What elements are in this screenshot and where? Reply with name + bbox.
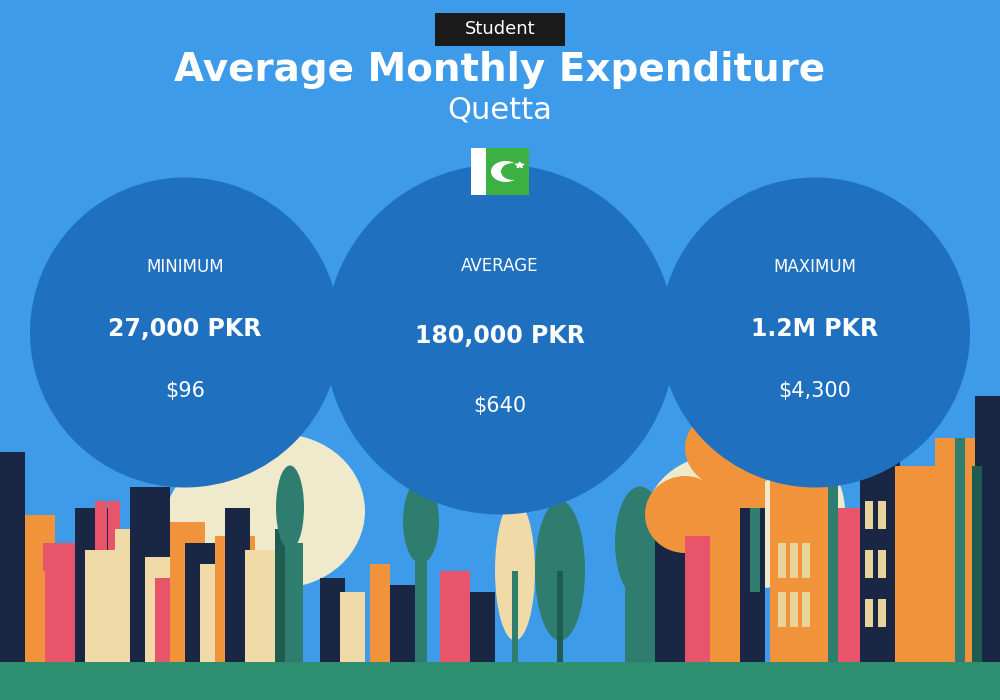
Text: AVERAGE: AVERAGE xyxy=(461,257,539,275)
Bar xyxy=(972,466,982,662)
Ellipse shape xyxy=(685,406,785,490)
Bar xyxy=(215,536,255,662)
Bar xyxy=(860,395,900,662)
Bar xyxy=(802,542,810,578)
Text: 180,000 PKR: 180,000 PKR xyxy=(415,324,585,348)
Bar xyxy=(170,522,205,662)
Bar xyxy=(115,528,145,662)
Bar xyxy=(865,598,873,626)
Bar xyxy=(895,466,950,662)
Bar xyxy=(770,416,835,662)
Ellipse shape xyxy=(615,486,665,598)
Bar xyxy=(655,528,685,662)
Bar xyxy=(750,508,760,592)
Text: 1.2M PKR: 1.2M PKR xyxy=(751,317,879,342)
Ellipse shape xyxy=(403,480,439,564)
Circle shape xyxy=(502,164,524,179)
Ellipse shape xyxy=(30,178,340,487)
Circle shape xyxy=(492,162,520,181)
Bar xyxy=(865,550,873,578)
Bar xyxy=(0,662,1000,700)
Bar xyxy=(440,570,470,662)
Bar xyxy=(790,542,798,578)
Bar xyxy=(625,564,655,661)
Bar xyxy=(75,508,115,662)
Bar xyxy=(85,550,120,662)
Text: $96: $96 xyxy=(165,382,205,401)
Ellipse shape xyxy=(645,455,795,588)
Ellipse shape xyxy=(660,178,970,487)
Bar xyxy=(778,542,786,578)
Text: 27,000 PKR: 27,000 PKR xyxy=(108,317,262,342)
Bar xyxy=(415,536,427,662)
Bar xyxy=(145,556,180,662)
Bar xyxy=(685,536,720,662)
Ellipse shape xyxy=(495,500,535,640)
Bar xyxy=(185,542,225,662)
Bar xyxy=(512,570,518,662)
Ellipse shape xyxy=(195,434,365,588)
Bar xyxy=(275,528,293,662)
Bar xyxy=(285,542,303,662)
Bar xyxy=(200,564,230,661)
Bar xyxy=(95,500,107,550)
Text: MAXIMUM: MAXIMUM xyxy=(774,258,856,276)
Bar xyxy=(390,584,415,662)
Ellipse shape xyxy=(535,500,585,640)
Bar xyxy=(790,592,798,626)
Text: Quetta: Quetta xyxy=(448,95,552,125)
FancyBboxPatch shape xyxy=(435,13,565,46)
Bar xyxy=(370,564,390,661)
Bar xyxy=(43,542,77,570)
Bar xyxy=(25,542,55,662)
Bar xyxy=(45,570,75,662)
Bar xyxy=(557,570,563,662)
Bar xyxy=(802,592,810,626)
Bar xyxy=(155,578,185,662)
Bar xyxy=(471,148,486,195)
Text: $4,300: $4,300 xyxy=(779,382,851,401)
Bar xyxy=(865,500,873,528)
Text: MINIMUM: MINIMUM xyxy=(146,258,224,276)
Bar xyxy=(340,592,365,662)
Ellipse shape xyxy=(325,164,675,514)
Bar xyxy=(245,550,280,662)
Text: $640: $640 xyxy=(473,396,527,416)
Bar xyxy=(470,592,495,662)
Bar xyxy=(878,550,886,578)
Polygon shape xyxy=(515,162,524,168)
Bar xyxy=(955,438,965,662)
Ellipse shape xyxy=(165,455,315,588)
Bar xyxy=(108,500,120,550)
Bar xyxy=(878,500,886,528)
Bar xyxy=(975,395,1000,662)
Ellipse shape xyxy=(276,466,304,550)
Ellipse shape xyxy=(645,476,725,553)
Bar xyxy=(486,148,529,195)
Bar xyxy=(878,598,886,626)
Bar xyxy=(835,508,865,662)
Ellipse shape xyxy=(675,434,845,588)
Bar xyxy=(935,438,1000,662)
Bar xyxy=(320,578,345,662)
Bar xyxy=(130,486,170,662)
Bar xyxy=(828,416,838,662)
Bar xyxy=(0,514,55,662)
Text: Student: Student xyxy=(465,20,535,38)
Bar xyxy=(740,508,765,662)
Bar xyxy=(225,508,250,662)
Bar xyxy=(778,592,786,626)
Ellipse shape xyxy=(775,402,855,472)
Bar xyxy=(710,452,765,662)
Text: Average Monthly Expenditure: Average Monthly Expenditure xyxy=(174,51,826,89)
Bar xyxy=(0,452,25,662)
